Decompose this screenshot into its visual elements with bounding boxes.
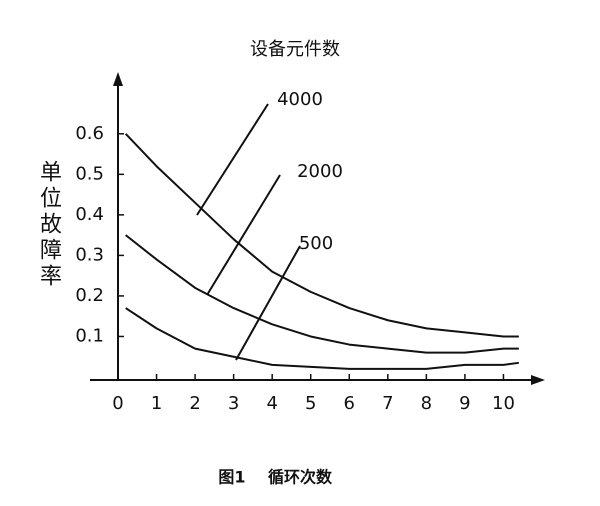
x-tick-label: 7 — [382, 393, 393, 414]
series-label: 500 — [299, 233, 333, 254]
y-tick-label: 0.4 — [75, 204, 104, 225]
leader-line — [235, 245, 301, 361]
y-axis-label: 单位故障率 — [36, 160, 61, 290]
x-tick-label: 5 — [305, 393, 316, 414]
series-label: 2000 — [297, 161, 343, 182]
line-series — [125, 307, 520, 370]
x-tick-label: 2 — [189, 393, 200, 414]
x-tick-label: 10 — [492, 393, 515, 414]
leader-line — [206, 174, 281, 296]
y-tick-label: 0.5 — [75, 163, 104, 184]
x-tick-label: 3 — [228, 393, 239, 414]
y-tick-label: 0.1 — [75, 325, 104, 346]
x-axis-label: 循环次数 — [268, 468, 333, 487]
series-label: 4000 — [277, 89, 323, 110]
y-tick-label: 0.6 — [75, 123, 104, 144]
x-tick-label: 8 — [421, 393, 432, 414]
x-tick-label: 0 — [112, 393, 123, 414]
x-tick-label: 9 — [459, 393, 470, 414]
y-tick-label: 0.3 — [75, 244, 104, 265]
x-tick-label: 4 — [266, 393, 277, 414]
leader-line — [196, 103, 269, 216]
y-arrow — [113, 72, 123, 86]
line-series — [124, 133, 519, 338]
line-series — [125, 234, 519, 354]
caption: 图1 — [218, 468, 245, 487]
x-tick-label: 1 — [151, 393, 162, 414]
x-tick-label: 6 — [344, 393, 355, 414]
x-arrow — [531, 375, 545, 385]
y-tick-label: 0.2 — [75, 285, 104, 306]
chart-title: 设备元件数 — [250, 39, 340, 60]
